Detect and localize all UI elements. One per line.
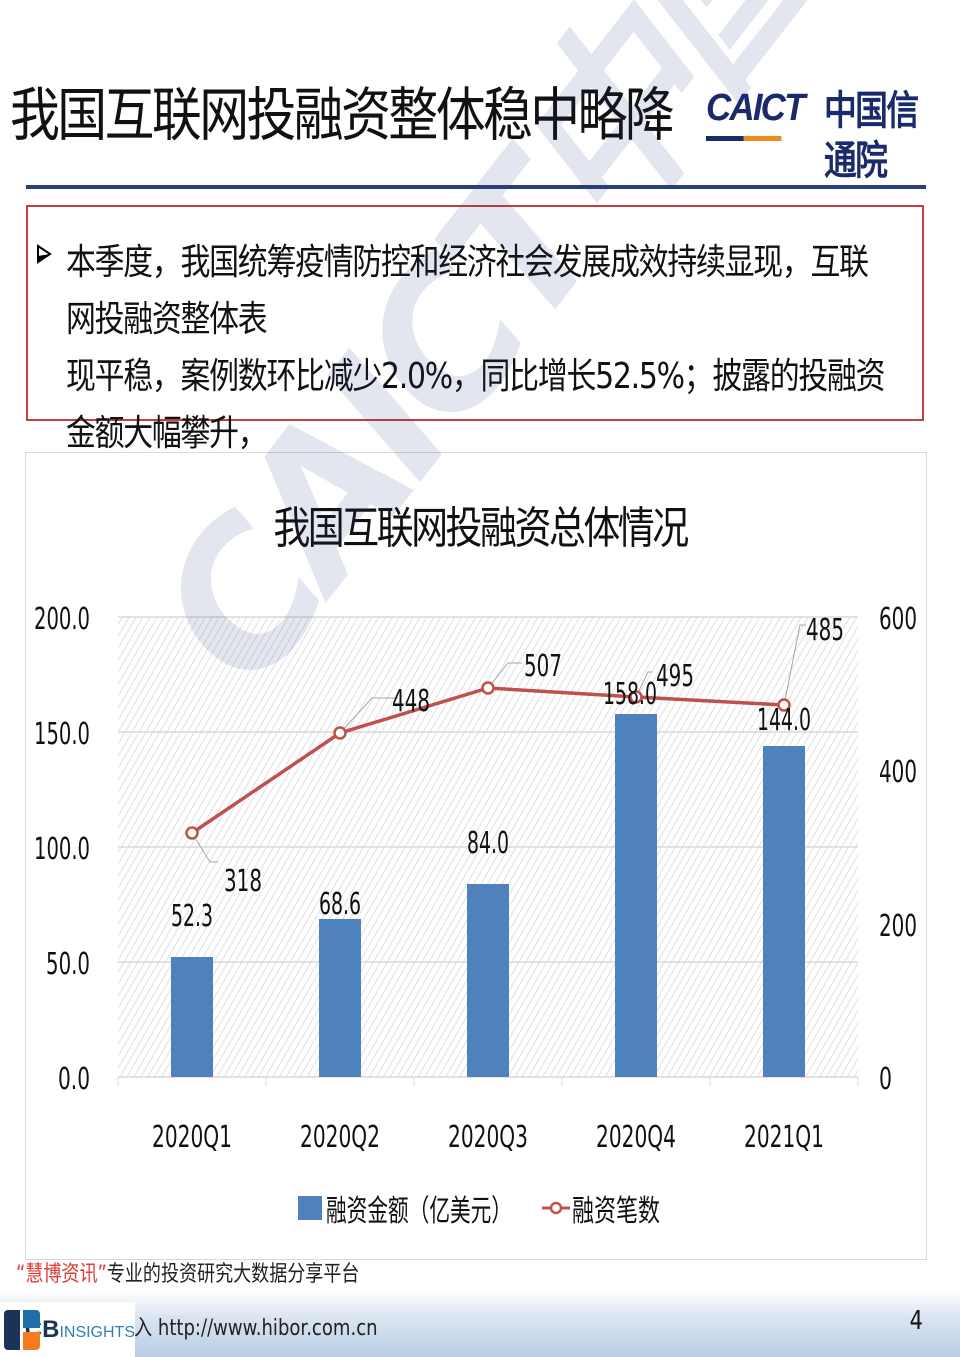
line-data-labels: 318 448 507 495 485	[224, 613, 844, 899]
right-axis-labels: 600 400 200 0	[879, 602, 917, 1097]
legend-bar-label: 融资金额（亿美元）	[326, 1194, 512, 1229]
svg-text:507: 507	[524, 649, 562, 684]
footer-slogan: “慧博资讯”专业的投资研究大数据分享平台	[16, 1262, 360, 1287]
svg-text:318: 318	[224, 864, 262, 899]
svg-text:100.0: 100.0	[34, 832, 90, 867]
bar-data-labels: 52.3 68.6 84.0 158.0 144.0	[171, 677, 811, 934]
bar-2021q1	[763, 746, 805, 1077]
svg-text:2020Q4: 2020Q4	[596, 1120, 676, 1155]
left-axis-labels: 200.0 150.0 100.0 50.0 0.0	[34, 602, 90, 1097]
svg-text:200.0: 200.0	[34, 602, 90, 637]
logo-underline	[706, 136, 782, 141]
svg-text:2020Q2: 2020Q2	[300, 1120, 380, 1155]
svg-text:200: 200	[879, 909, 917, 944]
bar-2020q3	[467, 884, 509, 1077]
chart-title: 我国互联网投融资总体情况	[273, 503, 689, 554]
caict-logo: CAICT 中国信通院	[706, 86, 960, 184]
svg-text:50.0: 50.0	[46, 947, 90, 982]
cb-insights-mark-icon	[4, 1309, 40, 1350]
chart-legend: 融资金额（亿美元） 融资笔数	[298, 1194, 660, 1229]
summary-line: 本季度，我国统筹疫情防控和经济社会发展成效持续显现，互联网投融资整体表	[66, 242, 869, 340]
summary-box	[26, 205, 924, 421]
bar-2020q1	[171, 957, 213, 1077]
legend-bar-swatch-icon	[298, 1196, 322, 1220]
cb-insights-logo: CBINSIGHTS	[0, 1302, 135, 1357]
bar-series	[171, 714, 805, 1077]
svg-text:2021Q1: 2021Q1	[744, 1120, 824, 1155]
logo-chinese: 中国信通院	[824, 88, 919, 184]
svg-text:52.3: 52.3	[171, 899, 213, 934]
svg-text:2020Q3: 2020Q3	[448, 1120, 528, 1155]
logo-english: CAICT	[706, 86, 805, 141]
legend-line-label: 融资笔数	[572, 1194, 660, 1229]
svg-text:600: 600	[879, 602, 917, 637]
label-leader-lines	[191, 624, 806, 863]
svg-text:158.0: 158.0	[603, 677, 657, 712]
cb-insights-wordmark: CBINSIGHTS	[24, 1315, 135, 1343]
svg-text:144.0: 144.0	[757, 703, 811, 738]
svg-text:0: 0	[879, 1062, 892, 1097]
bar-2020q4	[615, 714, 657, 1077]
category-ticks	[117, 1077, 859, 1086]
footer-brand: “慧博资讯”	[16, 1262, 107, 1287]
svg-text:485: 485	[806, 613, 844, 648]
svg-text:150.0: 150.0	[34, 717, 90, 752]
footer-band	[0, 1290, 960, 1357]
header-divider	[26, 185, 926, 189]
svg-text:495: 495	[656, 659, 694, 694]
svg-text:0.0: 0.0	[58, 1062, 90, 1097]
svg-text:2020Q1: 2020Q1	[152, 1120, 232, 1155]
summary-line: 现平稳，案例数环比减少2.0%，同比增长52.5%；披露的投融资金额大幅攀升，	[66, 356, 885, 454]
svg-text:448: 448	[392, 684, 430, 719]
svg-text:400: 400	[879, 755, 917, 790]
category-labels: 2020Q1 2020Q2 2020Q3 2020Q4 2021Q1	[152, 1120, 824, 1155]
triangle-bullet-icon	[36, 244, 52, 270]
line-markers	[185, 681, 791, 840]
svg-text:84.0: 84.0	[467, 826, 509, 861]
page-number: 4	[909, 1306, 923, 1336]
page-title: 我国互联网投融资整体稳中略降	[10, 81, 675, 149]
bar-2020q2	[319, 919, 361, 1077]
svg-text:68.6: 68.6	[319, 887, 361, 922]
